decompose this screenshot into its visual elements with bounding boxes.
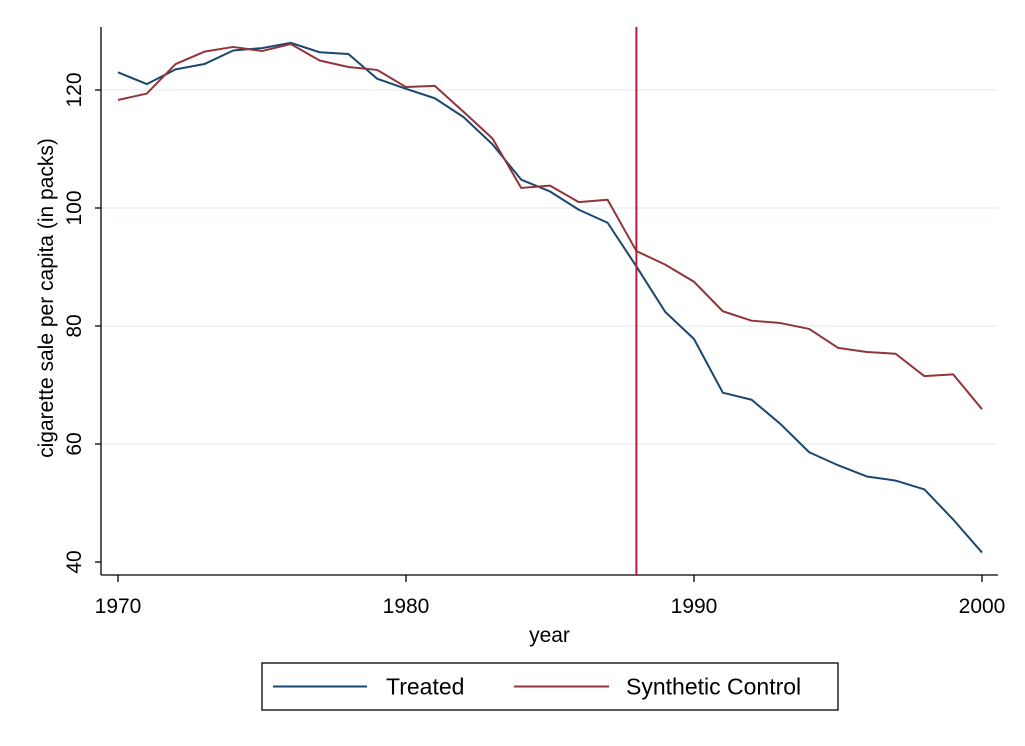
series-lines bbox=[117, 41, 983, 554]
y-tick-label-3: 100 bbox=[63, 190, 86, 225]
x-tick-label-0: 1970 bbox=[95, 595, 142, 618]
legend-label-synthetic-control: Synthetic Control bbox=[626, 674, 801, 700]
y-axis-ticks: 40 60 80 100 120 bbox=[63, 72, 101, 574]
x-axis-ticks: 1970 1980 1990 2000 bbox=[95, 575, 1006, 618]
y-tick-label-1: 60 bbox=[63, 432, 86, 455]
x-axis-title: year bbox=[529, 624, 570, 647]
x-tick-label-3: 2000 bbox=[959, 595, 1006, 618]
legend-label-treated: Treated bbox=[386, 674, 464, 700]
y-tick-label-4: 120 bbox=[63, 72, 86, 107]
y-tick-label-2: 80 bbox=[63, 314, 86, 337]
series-line-treated bbox=[117, 41, 983, 554]
y-axis-title: cigarette sale per capita (in packs) bbox=[35, 138, 58, 458]
x-tick-label-1: 1980 bbox=[383, 595, 430, 618]
y-tick-label-0: 40 bbox=[63, 550, 86, 573]
grid-lines bbox=[102, 89, 998, 445]
legend: Treated Synthetic Control bbox=[261, 662, 839, 711]
series-line-synthetic-control bbox=[117, 42, 983, 410]
x-tick-label-2: 1990 bbox=[671, 595, 718, 618]
